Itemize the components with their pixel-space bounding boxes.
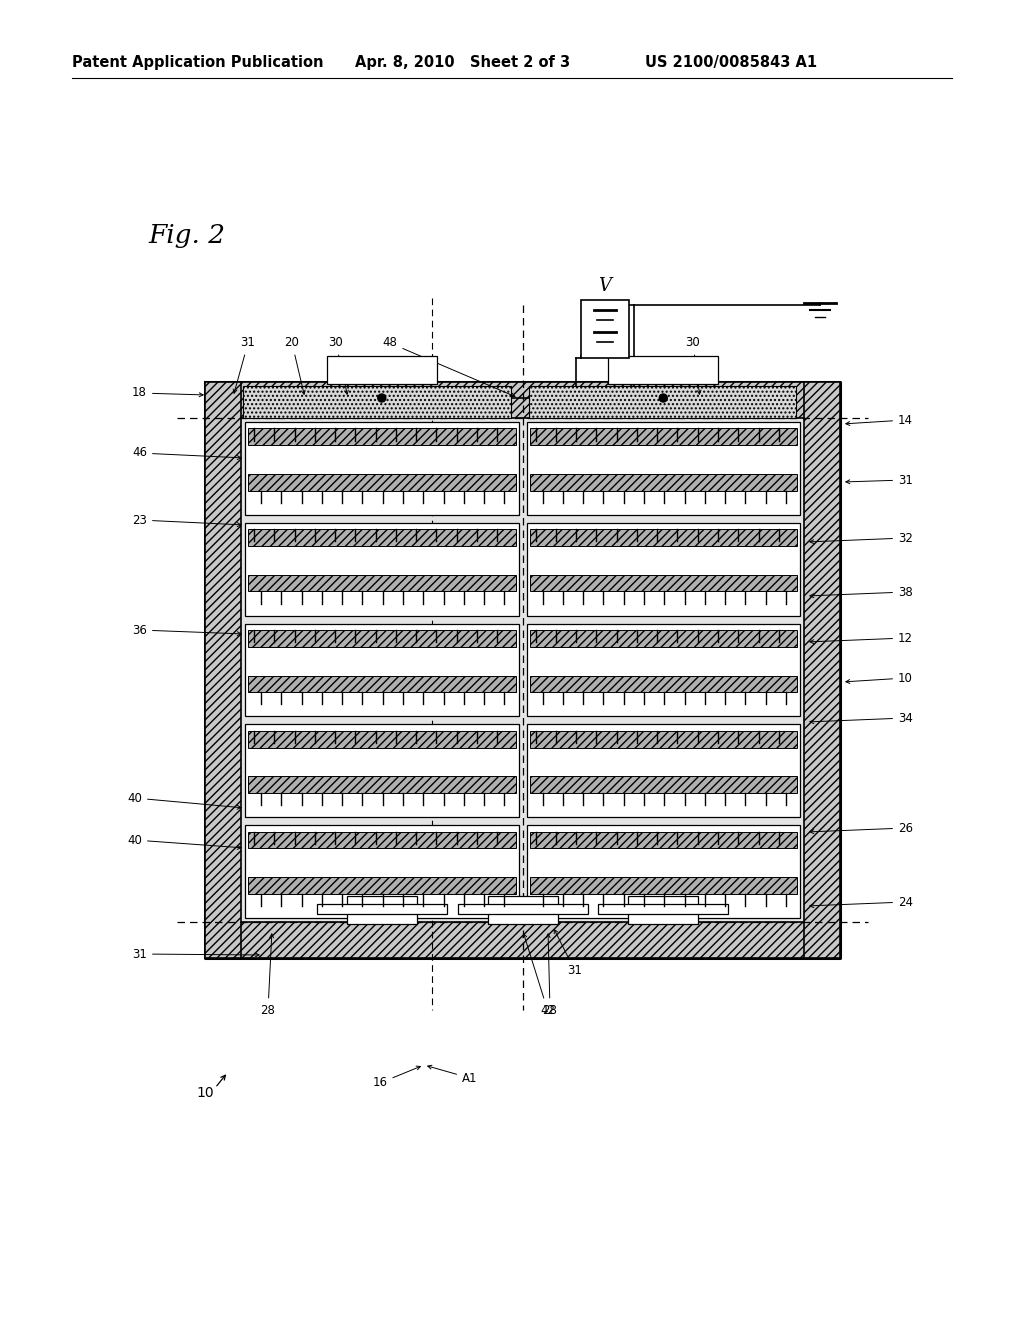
Text: 38: 38: [810, 586, 912, 598]
Bar: [608, 356, 718, 384]
Text: 16: 16: [373, 1067, 421, 1089]
Text: 12: 12: [810, 631, 913, 644]
Bar: [248, 731, 515, 747]
Text: Apr. 8, 2010   Sheet 2 of 3: Apr. 8, 2010 Sheet 2 of 3: [355, 54, 570, 70]
Bar: [248, 474, 515, 491]
Bar: [529, 878, 797, 894]
Bar: [205, 921, 840, 958]
Bar: [598, 904, 728, 913]
Bar: [248, 676, 515, 692]
Bar: [804, 381, 840, 958]
Text: 32: 32: [810, 532, 912, 544]
Text: 24: 24: [810, 895, 913, 908]
Text: 20: 20: [285, 337, 305, 395]
Text: A1: A1: [428, 1065, 477, 1085]
Bar: [205, 381, 241, 958]
Bar: [248, 529, 515, 546]
Bar: [529, 574, 797, 591]
Bar: [347, 896, 417, 924]
Bar: [487, 896, 557, 924]
Text: 36: 36: [132, 623, 241, 636]
Bar: [526, 725, 800, 817]
Text: 18: 18: [132, 387, 203, 400]
Bar: [248, 630, 515, 647]
Bar: [458, 904, 588, 913]
Text: 31: 31: [846, 474, 912, 487]
Text: 23: 23: [132, 513, 241, 527]
Text: 26: 26: [810, 821, 913, 834]
Bar: [316, 904, 446, 913]
Bar: [528, 385, 796, 418]
Text: 10: 10: [846, 672, 912, 685]
Text: 40: 40: [127, 792, 241, 809]
Bar: [529, 474, 797, 491]
Text: 31: 31: [233, 337, 255, 393]
Text: 34: 34: [810, 711, 912, 725]
Bar: [205, 381, 840, 418]
Bar: [327, 356, 437, 384]
Bar: [529, 630, 797, 647]
Bar: [629, 896, 698, 924]
Text: 46: 46: [132, 446, 241, 459]
Text: 14: 14: [846, 413, 913, 426]
Bar: [245, 623, 518, 717]
Bar: [529, 776, 797, 793]
Text: US 2100/0085843 A1: US 2100/0085843 A1: [645, 54, 817, 70]
Circle shape: [378, 393, 386, 403]
Bar: [241, 418, 804, 921]
Text: 30: 30: [686, 337, 701, 395]
Text: 28: 28: [543, 933, 557, 1016]
Bar: [245, 825, 518, 917]
Text: 30: 30: [329, 337, 348, 395]
Bar: [526, 825, 800, 917]
Text: 31: 31: [554, 929, 582, 977]
Bar: [526, 523, 800, 615]
Bar: [529, 676, 797, 692]
Circle shape: [659, 393, 668, 403]
Text: 10: 10: [197, 1086, 214, 1100]
Bar: [529, 731, 797, 747]
Bar: [248, 776, 515, 793]
Text: V: V: [598, 277, 611, 294]
Bar: [529, 832, 797, 849]
Bar: [248, 832, 515, 849]
Bar: [529, 529, 797, 546]
Bar: [526, 623, 800, 717]
Text: 31: 31: [132, 948, 259, 961]
Bar: [526, 422, 800, 515]
Bar: [248, 878, 515, 894]
Bar: [245, 523, 518, 615]
Text: Fig. 2: Fig. 2: [148, 223, 225, 248]
Bar: [245, 725, 518, 817]
Text: Patent Application Publication: Patent Application Publication: [72, 54, 324, 70]
Bar: [248, 574, 515, 591]
Bar: [245, 422, 518, 515]
Bar: [529, 429, 797, 445]
Text: 48: 48: [383, 337, 515, 397]
Text: 28: 28: [260, 933, 275, 1016]
Text: 40: 40: [127, 833, 241, 849]
Bar: [243, 385, 511, 418]
Bar: [581, 300, 629, 358]
Text: 42: 42: [523, 933, 555, 1016]
Bar: [248, 429, 515, 445]
